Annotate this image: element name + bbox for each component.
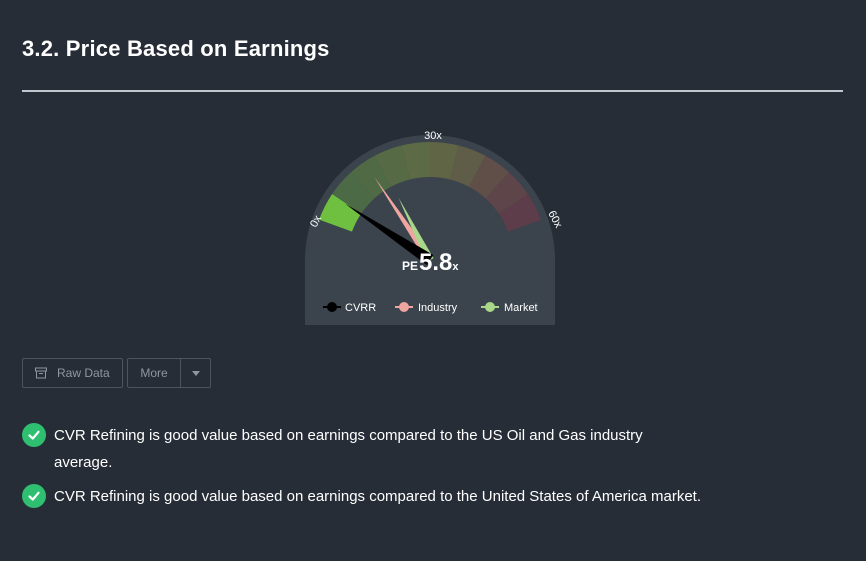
caret-down-icon: [191, 370, 200, 376]
gauge-segment: [401, 142, 430, 180]
gauge-segments: [319, 142, 541, 232]
legend-industry-label: Industry: [418, 302, 458, 314]
legend-company-label: CVRR: [345, 302, 376, 314]
check-item-industry: CVR Refining is good value based on earn…: [22, 422, 722, 476]
gauge-segment: [450, 145, 486, 187]
svg-text:PE5.8x: PE5.8x: [402, 249, 459, 276]
check-circle-icon: [22, 484, 46, 508]
needle-company: [344, 203, 434, 266]
more-button[interactable]: More: [127, 358, 211, 388]
gauge-segment: [332, 172, 375, 214]
raw-data-button[interactable]: Raw Data: [22, 358, 123, 388]
more-dropdown-toggle[interactable]: [181, 370, 210, 376]
legend-company: CVRR: [323, 302, 376, 314]
pe-value: 5.8: [419, 249, 452, 276]
gauge-needles: [344, 176, 434, 266]
more-separator: [180, 359, 181, 387]
gauge-segment: [430, 142, 459, 180]
needle-market: [398, 197, 434, 262]
check-item-market: CVR Refining is good value based on earn…: [22, 483, 722, 510]
gauge-segment: [374, 145, 410, 187]
gauge-segment: [468, 155, 509, 199]
legend-industry: Industry: [395, 302, 458, 314]
gauge-segment: [485, 172, 528, 214]
check-circle-icon: [22, 423, 46, 447]
legend-market: Market: [481, 302, 538, 314]
pe-gauge: 0x 30x 60x PE5.8x CVRR Industry Market: [280, 120, 580, 330]
check-text: CVR Refining is good value based on earn…: [54, 488, 702, 505]
tick-label-min: 0x: [308, 213, 324, 229]
pe-gauge-svg: 0x 30x 60x PE5.8x CVRR Industry Market: [305, 130, 565, 325]
pe-prefix: PE: [402, 259, 418, 273]
legend-market-label: Market: [504, 302, 538, 314]
section-title: 3.2. Price Based on Earnings: [22, 36, 330, 61]
archive-icon: [35, 367, 47, 379]
raw-data-label: Raw Data: [57, 366, 110, 380]
pe-suffix: x: [452, 261, 459, 273]
gauge-segment: [319, 194, 362, 232]
gauge-segment: [498, 194, 541, 232]
more-label: More: [140, 366, 168, 380]
title-divider: [22, 90, 843, 92]
check-text: CVR Refining is good value based on earn…: [54, 427, 643, 471]
tick-label-mid: 30x: [424, 130, 442, 142]
